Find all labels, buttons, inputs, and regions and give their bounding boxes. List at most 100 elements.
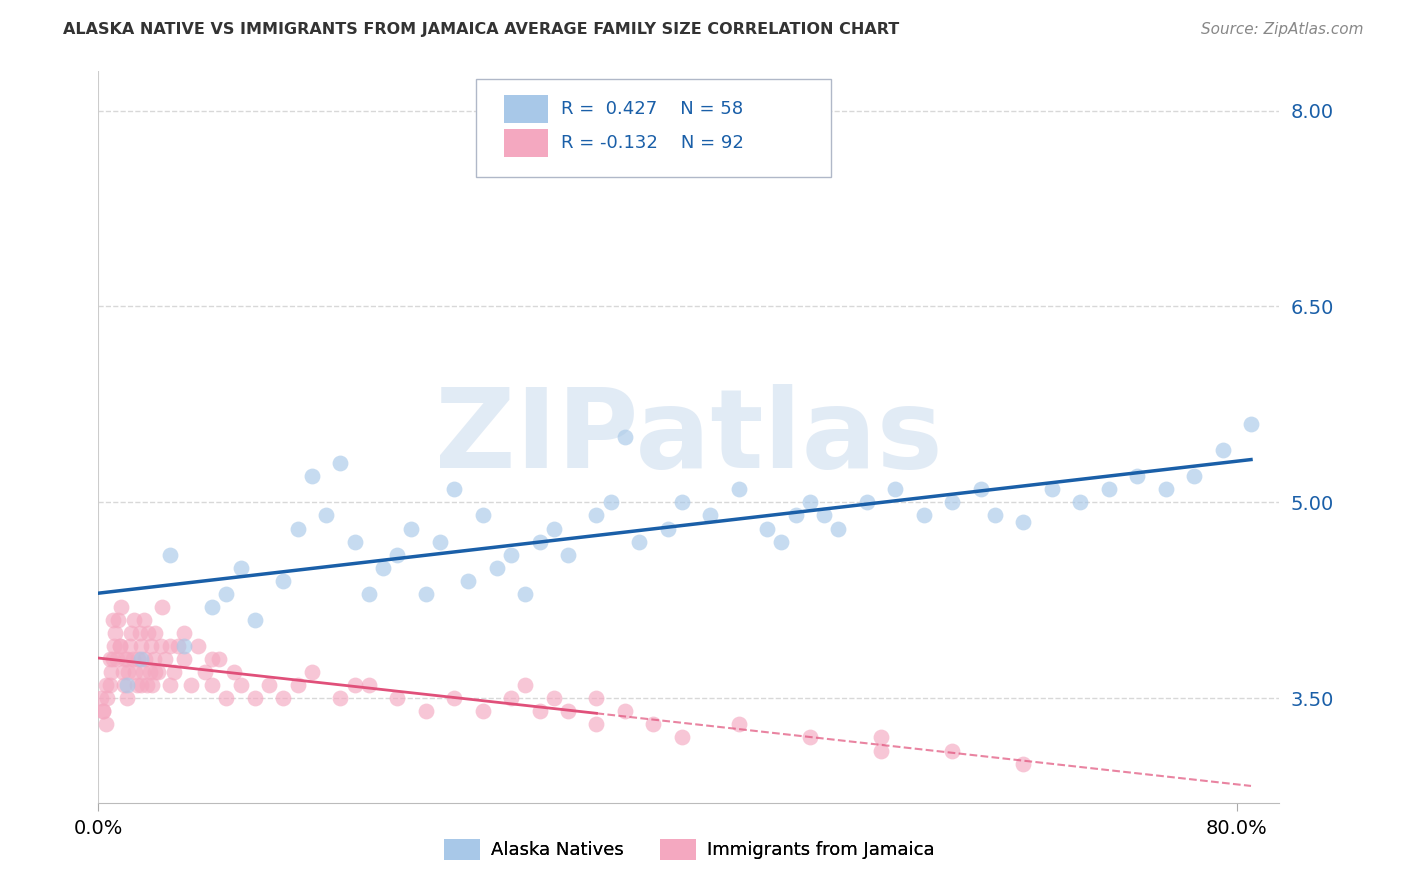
Point <box>671 731 693 745</box>
Point <box>129 652 152 666</box>
Point <box>856 495 879 509</box>
Point <box>1012 756 1035 771</box>
Point <box>142 652 165 666</box>
Point <box>643 717 665 731</box>
Point <box>387 691 409 706</box>
Point <box>485 560 508 574</box>
Point <box>515 678 537 692</box>
Point <box>115 691 138 706</box>
Point <box>121 652 143 666</box>
Point <box>387 548 409 562</box>
Point <box>101 613 124 627</box>
Point <box>105 652 128 666</box>
Point <box>194 665 217 680</box>
Text: ZIPatlas: ZIPatlas <box>434 384 943 491</box>
Point <box>529 705 551 719</box>
Point <box>129 678 152 692</box>
Point <box>315 508 337 523</box>
Point <box>118 639 141 653</box>
Point <box>657 522 679 536</box>
Point <box>585 691 607 706</box>
Point <box>1098 483 1121 497</box>
Point <box>201 599 224 614</box>
Point <box>159 639 181 653</box>
Point <box>141 678 163 692</box>
Point <box>201 652 224 666</box>
Point <box>115 652 138 666</box>
Point <box>499 691 522 706</box>
Point <box>98 678 121 692</box>
Point <box>371 560 394 574</box>
Point <box>187 639 209 653</box>
Point <box>155 652 177 666</box>
Point <box>101 652 124 666</box>
Point <box>129 639 152 653</box>
Point <box>163 665 186 680</box>
Point <box>124 665 146 680</box>
Point <box>112 678 135 692</box>
Point <box>884 483 907 497</box>
Point <box>415 587 437 601</box>
Point <box>104 626 127 640</box>
Point <box>1126 469 1149 483</box>
Text: R =  0.427    N = 58: R = 0.427 N = 58 <box>561 100 744 118</box>
Point <box>111 665 134 680</box>
Point <box>515 587 537 601</box>
Point <box>727 483 749 497</box>
Point <box>215 691 238 706</box>
Text: Source: ZipAtlas.com: Source: ZipAtlas.com <box>1201 22 1364 37</box>
Point <box>159 548 181 562</box>
Point <box>301 665 323 680</box>
Point <box>138 665 160 680</box>
Point <box>287 678 309 692</box>
Point <box>699 508 721 523</box>
Point <box>543 522 565 536</box>
Point <box>727 717 749 731</box>
FancyBboxPatch shape <box>503 129 548 157</box>
Point <box>94 717 117 731</box>
Point <box>103 639 125 653</box>
Point <box>127 652 149 666</box>
Point <box>108 639 131 653</box>
Point <box>1212 443 1234 458</box>
Point <box>173 652 195 666</box>
Point <box>756 522 779 536</box>
Point <box>96 691 118 706</box>
Point <box>1012 515 1035 529</box>
Point <box>108 639 131 653</box>
Point <box>585 508 607 523</box>
Point <box>357 678 380 692</box>
Point <box>471 705 494 719</box>
Point <box>215 587 238 601</box>
Point <box>229 560 252 574</box>
Point <box>941 495 963 509</box>
Point <box>613 430 636 444</box>
Point <box>115 678 138 692</box>
FancyBboxPatch shape <box>477 78 831 178</box>
Point <box>585 717 607 731</box>
Point <box>173 626 195 640</box>
Point <box>167 639 190 653</box>
Point <box>543 691 565 706</box>
Point <box>243 613 266 627</box>
Point <box>100 665 122 680</box>
Point <box>143 626 166 640</box>
Point <box>329 691 352 706</box>
Point <box>136 626 159 640</box>
Point <box>128 626 150 640</box>
Point <box>152 599 174 614</box>
Point <box>94 678 117 692</box>
Point <box>243 691 266 706</box>
Point <box>770 534 793 549</box>
Point <box>90 691 112 706</box>
Point <box>343 534 366 549</box>
Point <box>813 508 835 523</box>
Point <box>499 548 522 562</box>
Point <box>180 678 202 692</box>
Point <box>122 613 145 627</box>
Point <box>222 665 245 680</box>
Point <box>1182 469 1205 483</box>
Point <box>143 665 166 680</box>
Text: ALASKA NATIVE VS IMMIGRANTS FROM JAMAICA AVERAGE FAMILY SIZE CORRELATION CHART: ALASKA NATIVE VS IMMIGRANTS FROM JAMAICA… <box>63 22 900 37</box>
Point <box>628 534 651 549</box>
